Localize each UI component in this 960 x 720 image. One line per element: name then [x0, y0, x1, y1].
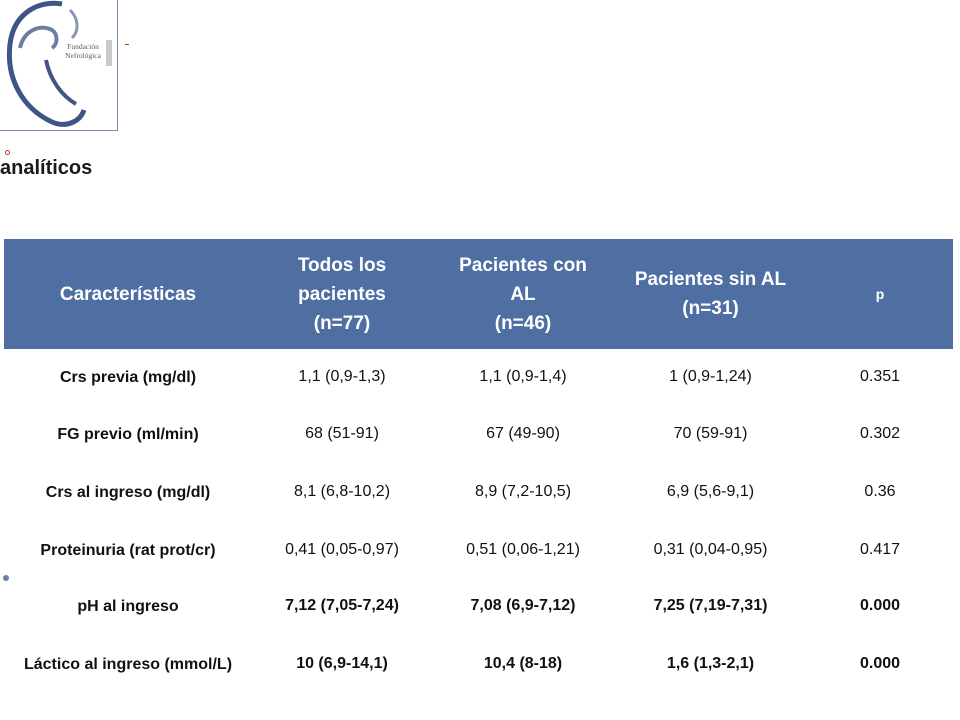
row-label: FG previo (ml/min)	[57, 425, 199, 443]
header-line: (n=46)	[494, 312, 552, 334]
decorative-dot	[5, 150, 10, 155]
header-line: AL	[510, 283, 536, 305]
cell-p: 0.417	[859, 541, 901, 558]
row-label: Láctico al ingreso (mmol/L)	[23, 655, 233, 673]
logo-text-line-1: Fundación	[67, 42, 99, 51]
row-label: Crs al ingreso (mg/dl)	[45, 483, 211, 501]
cell-without-al: 1,6 (1,3-2,1)	[666, 655, 755, 672]
row-label: Crs previa (mg/dl)	[59, 368, 197, 386]
row-label: pH al ingreso	[77, 597, 179, 615]
header-line: Pacientes con	[459, 254, 587, 276]
table-row: Proteinuria (rat prot/cr) 0,41 (0,05-0,9…	[4, 521, 953, 579]
header-line: (n=77)	[313, 312, 371, 334]
table-row: pH al ingreso 7,12 (7,05-7,24) 7,08 (6,9…	[4, 579, 953, 633]
results-table: Características Todos los pacientes (n=7…	[4, 239, 953, 695]
row-label: Proteinuria (rat prot/cr)	[40, 541, 216, 559]
cell-with-al: 0,51 (0,06-1,21)	[466, 541, 580, 558]
logo-text-line-2: Nefrológica	[65, 51, 101, 60]
header-line: Todos los	[297, 254, 387, 276]
cell-p: 0.36	[864, 483, 896, 500]
header-line: pacientes	[298, 283, 386, 305]
header-line: Características	[59, 283, 197, 305]
header-line: Pacientes sin AL	[634, 269, 787, 290]
cell-with-al: 67 (49-90)	[486, 425, 560, 442]
kidney-logo-icon	[6, 0, 87, 127]
cell-all: 8,1 (6,8-10,2)	[293, 483, 391, 500]
cell-without-al: 0,31 (0,04-0,95)	[653, 541, 768, 558]
cell-p: 0.302	[859, 425, 901, 442]
bullet-dot	[3, 575, 9, 581]
cell-with-al: 1,1 (0,9-1,4)	[479, 368, 567, 385]
header-con-al: Pacientes con AL (n=46)	[432, 239, 614, 349]
cell-with-al: 7,08 (6,9-7,12)	[470, 597, 576, 614]
cell-p: 0.000	[859, 655, 901, 672]
header-p: p	[807, 239, 953, 349]
header-caracteristicas: Características	[4, 239, 252, 349]
cell-p: 0.000	[859, 597, 901, 614]
logo-ribbon	[106, 40, 112, 66]
cell-without-al: 1 (0,9-1,24)	[669, 368, 752, 385]
table-row: Crs al ingreso (mg/dl) 8,1 (6,8-10,2) 8,…	[4, 463, 953, 521]
table-header-row: Características Todos los pacientes (n=7…	[4, 239, 953, 349]
table-row: FG previo (ml/min) 68 (51-91) 67 (49-90)…	[4, 405, 953, 463]
cell-p: 0.351	[859, 368, 901, 385]
section-title: analíticos	[0, 157, 93, 179]
table-row: Crs previa (mg/dl) 1,1 (0,9-1,3) 1,1 (0,…	[4, 349, 953, 405]
cell-without-al: 6,9 (5,6-9,1)	[666, 483, 755, 500]
header-todos: Todos los pacientes (n=77)	[252, 239, 432, 349]
cell-with-al: 10,4 (8-18)	[483, 655, 563, 672]
logo-text: Fundación Nefrológica	[58, 42, 108, 60]
cell-all: 1,1 (0,9-1,3)	[298, 368, 386, 385]
header-sin-al: Pacientes sin AL (n=31)	[614, 239, 807, 349]
cell-all: 0,41 (0,05-0,97)	[285, 541, 399, 558]
cell-all: 68 (51-91)	[305, 425, 379, 442]
cell-all: 10 (6,9-14,1)	[296, 655, 388, 672]
cell-with-al: 8,9 (7,2-10,5)	[474, 483, 572, 500]
foundation-logo: Fundación Nefrológica	[0, 0, 118, 131]
decorative-dash	[125, 44, 129, 45]
header-line: p	[875, 285, 885, 302]
header-line: (n=31)	[682, 298, 739, 319]
cell-without-al: 7,25 (7,19-7,31)	[653, 597, 768, 614]
cell-without-al: 70 (59-91)	[673, 425, 748, 442]
table-row: Láctico al ingreso (mmol/L) 10 (6,9-14,1…	[4, 633, 953, 695]
cell-all: 7,12 (7,05-7,24)	[285, 597, 399, 614]
